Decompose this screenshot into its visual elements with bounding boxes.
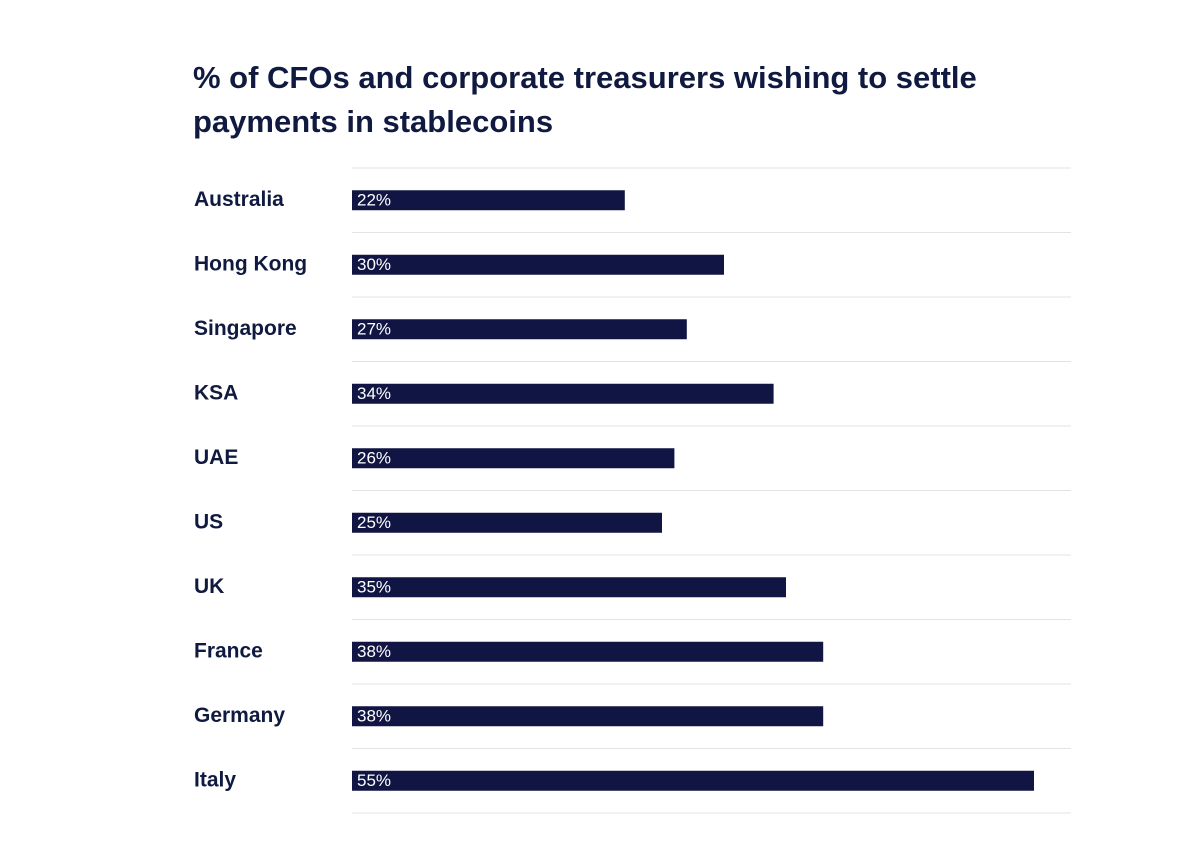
chart-title: % of CFOs and corporate treasurers wishi… (193, 60, 977, 139)
row-separators (352, 167, 1071, 814)
bar (352, 190, 625, 211)
bar (352, 319, 687, 340)
bar-value-label: 34% (357, 384, 391, 403)
bar-value-label: 27% (357, 320, 391, 339)
bar-value-label: 38% (357, 642, 391, 661)
category-label: KSA (194, 381, 238, 404)
category-label: UAE (194, 446, 238, 469)
category-label: France (194, 639, 263, 662)
value-labels: 22% 30% 27% 34% 26% 25% 35% 38% 38% 55% (357, 191, 391, 791)
bar-value-label: 55% (357, 771, 391, 790)
category-label: Hong Kong (194, 252, 307, 275)
bar (352, 641, 824, 662)
bar (352, 448, 675, 469)
category-label: Singapore (194, 317, 297, 340)
category-label: Australia (194, 188, 284, 211)
bar (352, 254, 724, 275)
category-label: Italy (194, 768, 236, 791)
category-label: US (194, 510, 223, 533)
bar (352, 512, 662, 533)
bar-value-label: 30% (357, 255, 391, 274)
bar (352, 706, 824, 727)
bar-value-label: 38% (357, 707, 391, 726)
bar (352, 383, 774, 404)
bar (352, 770, 1034, 791)
bar-value-label: 35% (357, 578, 391, 597)
category-label: UK (194, 575, 224, 598)
bar-value-label: 25% (357, 513, 391, 532)
category-labels: Australia Hong Kong Singapore KSA UAE US UK Fra… (194, 188, 307, 792)
bar-value-label: 26% (357, 449, 391, 468)
bar-value-label: 22% (357, 191, 391, 210)
category-label: Germany (194, 704, 285, 727)
bar (352, 577, 786, 598)
bars (352, 190, 1034, 791)
